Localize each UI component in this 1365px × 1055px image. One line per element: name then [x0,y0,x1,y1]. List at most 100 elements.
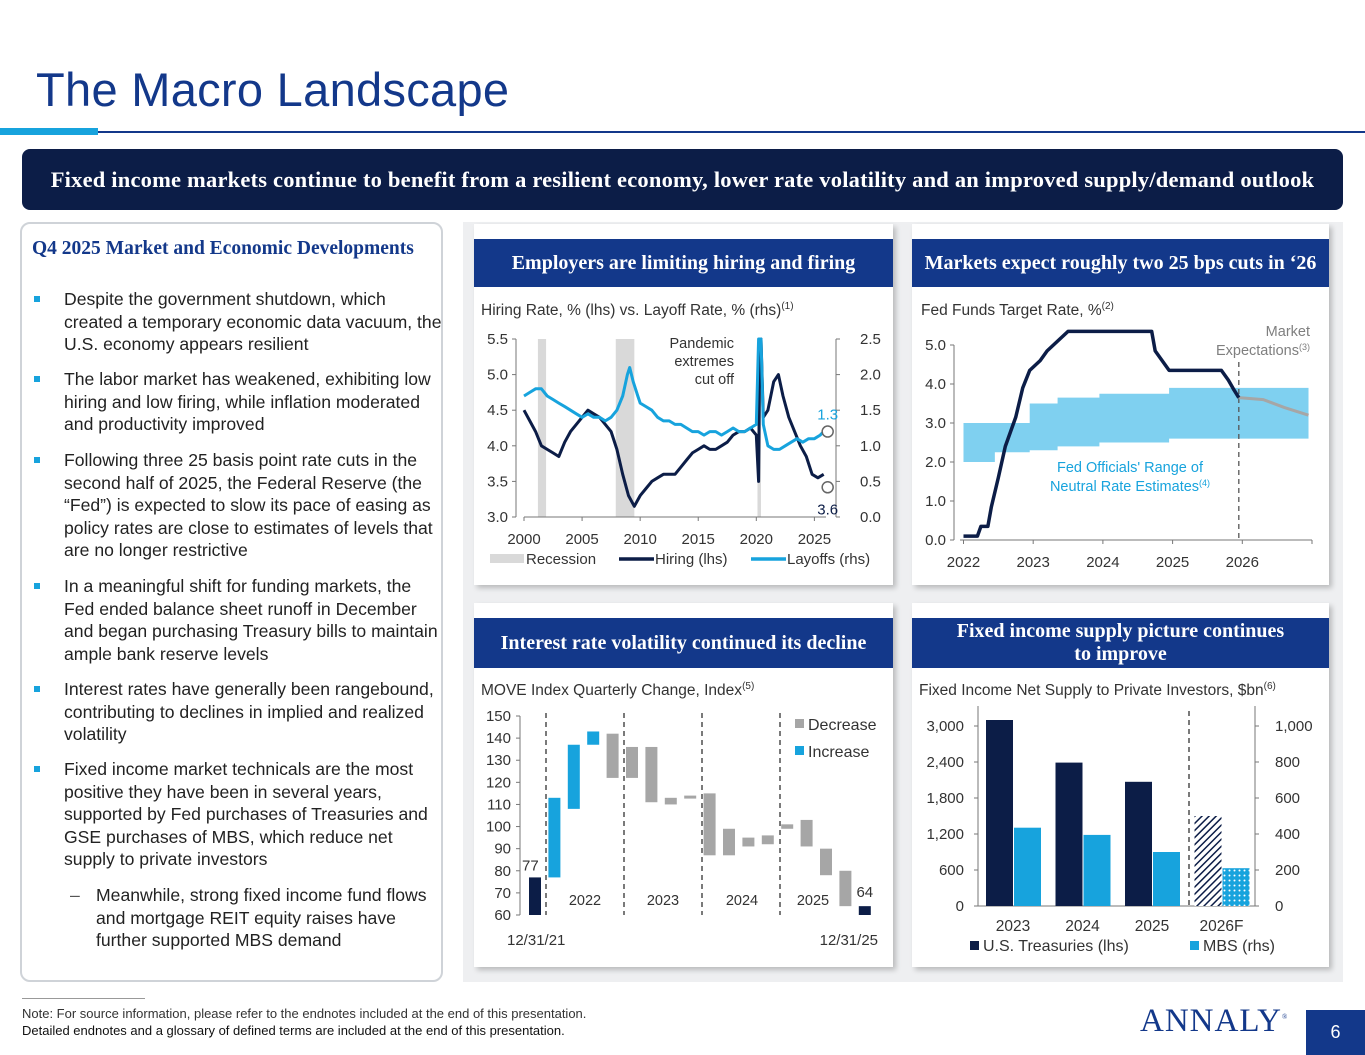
bullet-marker [34,583,40,589]
y-tick-label: 80 [494,863,511,880]
move-decrease-bar [684,795,697,799]
recession-band [537,339,547,517]
bullet-text: Despite the government shutdown, which c… [64,289,442,354]
y-tick-label-left: 1,800 [926,790,964,807]
x-tick-label: 2015 [682,531,715,548]
move-index-card: Interest rate volatility continued its d… [474,603,893,967]
y-tick-label-left: 4.0 [487,438,508,455]
y-tick-label: 2.0 [925,454,946,471]
sub-bullet-marker: – [70,885,80,905]
year-label: 2025 [797,893,829,909]
headline-banner: Fixed income markets continue to benefit… [22,149,1343,210]
move-start-bar [529,877,541,915]
neutral-range-label: Neutral Rate Estimates(4) [1050,478,1210,495]
bullet-item: Fixed income market technicals are the m… [32,758,442,871]
hiring-end-label: 3.6 [817,501,838,518]
market-expectations-label: Market [1266,324,1310,340]
sub-bullet-text: Meanwhile, strong fixed income fund flow… [96,885,427,950]
footnote-glossary: Detailed endnotes and a glossary of defi… [22,1023,565,1038]
pandemic-annotation: Pandemic [670,336,734,352]
x-tick-label: 2024 [1065,918,1100,935]
y-tick-label-left: 4.5 [487,402,508,419]
bullet-marker [34,457,40,463]
treasury-bar [986,720,1013,906]
hiring-card-header: Employers are limiting hiring and firing [474,239,893,287]
legend-decrease-label: Decrease [808,717,877,734]
start-date-label: 12/31/21 [507,932,565,949]
legend-mbs-swatch [1190,941,1199,950]
hiring-end-marker [821,481,834,494]
y-tick-label-left: 1,200 [926,826,964,843]
supply-chart: 0 600 1,200 1,800 2,400 3,000 0 200 400 600 800 1,0… [926,706,1313,955]
x-tick-label: 2025 [1135,918,1169,935]
neutral-rate-band [963,387,1309,462]
market-expectations-line [1238,396,1309,417]
y-tick-label-left: 0 [956,898,964,915]
hiring-chart-subtitle: Hiring Rate, % (lhs) vs. Layoff Rate, % … [481,301,794,320]
x-tick-label: 2005 [565,531,598,548]
x-tick-label: 2025 [798,531,831,548]
y-tick-label: 60 [494,907,511,924]
y-tick-label: 110 [487,796,511,813]
layoffs-line [523,337,825,451]
move-decrease-bar [800,819,813,847]
bullet-text: In a meaningful shift for funding market… [64,576,438,664]
x-tick-label: 2026F [1200,918,1244,935]
y-tick-label-left: 5.5 [487,331,508,348]
move-increase-bar [587,731,600,745]
y-tick-label-left: 600 [939,862,964,879]
y-tick-label: 90 [494,841,511,858]
fed-funds-line [963,329,1241,538]
move-index-chart: 60 70 80 90 100 110 120 130 140 150 77 64 2022 2023 20… [486,708,878,949]
move-decrease-bar [781,824,794,829]
y-tick-label: 5.0 [925,337,946,354]
legend-recession-label: Recession [526,551,596,568]
x-tick-label: 2010 [623,531,656,548]
move-decrease-bar [703,793,716,856]
move-decrease-bar [761,835,774,845]
treasury-forecast-bar [1194,816,1222,906]
y-tick-label-right: 0 [1275,898,1283,915]
bullet-text: The labor market has weakened, exhibitin… [64,369,431,434]
page-title: The Macro Landscape [36,63,510,116]
y-tick-label-left: 3,000 [926,718,964,735]
move-decrease-bar [606,733,619,778]
y-tick-label: 0.0 [925,532,946,549]
supply-card: Fixed income supply picture continues to… [912,603,1329,967]
pandemic-annotation: cut off [695,372,735,388]
fed-chart-subtitle: Fed Funds Target Rate, %(2) [921,301,1114,320]
legend-hiring-label: Hiring (lhs) [655,551,728,568]
fed-funds-card: Markets expect roughly two 25 bps cuts i… [912,224,1329,585]
year-label: 2023 [647,893,679,909]
legend-recession-swatch [490,554,524,563]
y-tick-label: 70 [494,885,511,902]
y-tick-label-right: 0.5 [860,473,881,490]
sub-bullet-item: – Meanwhile, strong fixed income fund flo… [32,884,442,952]
title-rule-accent [0,128,98,135]
bullet-marker [34,766,40,772]
layoffs-end-label: 1.3 [817,407,838,424]
y-tick-label-right: 1.0 [860,438,881,455]
bullet-item: Despite the government shutdown, which c… [32,288,442,356]
supply-chart-subtitle: Fixed Income Net Supply to Private Inves… [919,681,1276,700]
y-tick-label: 3.0 [925,415,946,432]
legend-treasury-swatch [970,941,979,950]
mbs-bar [1014,827,1041,906]
title-rule [0,131,1365,133]
year-label: 2024 [726,893,758,909]
recession-band [615,339,635,517]
annaly-logo: ANNALY® [1140,1003,1289,1039]
x-tick-label: 2000 [507,531,540,548]
bullet-text: Following three 25 basis point rate cuts… [64,450,433,560]
move-increase-bar [548,797,561,878]
pandemic-annotation: extremes [674,354,734,370]
y-tick-label-right: 400 [1275,826,1300,843]
y-tick-label: 130 [486,752,511,769]
y-tick-label-right: 200 [1275,862,1300,879]
x-tick-label: 2022 [947,554,980,571]
y-tick-label-right: 2.0 [860,367,881,384]
y-tick-label-right: 2.5 [860,331,881,348]
move-chart-subtitle: MOVE Index Quarterly Change, Index(5) [481,681,755,700]
bullet-item: Interest rates have generally been range… [32,678,442,746]
y-tick-label-right: 800 [1275,754,1300,771]
